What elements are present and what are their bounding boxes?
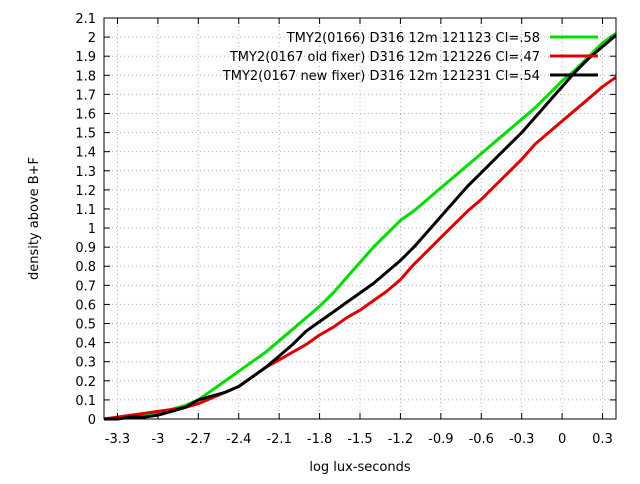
x-tick-label: -0.3 <box>509 432 534 447</box>
y-tick-label: 0.9 <box>75 241 96 256</box>
x-tick-label: 0 <box>558 432 566 447</box>
y-tick-label: 0 <box>88 413 96 428</box>
x-tick-label: -3 <box>151 432 164 447</box>
series-line-3 <box>104 34 617 421</box>
legend-label: TMY2(0167 old fixer) D316 12m 121226 CI=… <box>229 50 540 65</box>
y-tick-label: 0.8 <box>75 260 96 275</box>
y-tick-label: 0.5 <box>75 318 96 333</box>
x-tick-label: -1.2 <box>388 432 413 447</box>
y-tick-label: 1.6 <box>75 107 96 122</box>
x-tick-label: -2.1 <box>266 432 291 447</box>
x-axis-label: log lux-seconds <box>309 460 411 475</box>
y-tick-label: 0.1 <box>75 394 96 409</box>
x-tick-label: 0.3 <box>592 432 613 447</box>
y-tick-label: 0.2 <box>75 375 96 390</box>
legend-label: TMY2(0166) D316 12m 121123 CI=.58 <box>286 31 540 46</box>
x-tick-label: -3.3 <box>105 432 130 447</box>
y-tick-label: 1 <box>88 222 96 237</box>
y-tick-label: 0.6 <box>75 298 96 313</box>
y-tick-label: 1.7 <box>75 88 96 103</box>
series-layer <box>103 32 617 421</box>
y-tick-label: 2.1 <box>75 12 96 27</box>
x-tick-label: -1.5 <box>347 432 372 447</box>
y-tick-label: 0.4 <box>75 337 96 352</box>
x-tick-label: -0.9 <box>428 432 453 447</box>
x-tick-label: -2.4 <box>226 432 251 447</box>
y-tick-label: 1.3 <box>75 165 96 180</box>
y-tick-label: 0.7 <box>75 279 96 294</box>
series-line-2 <box>103 75 617 421</box>
x-tick-label: -0.6 <box>469 432 494 447</box>
y-tick-label: 1.1 <box>75 203 96 218</box>
y-tick-label: 1.2 <box>75 184 96 199</box>
x-tick-label: -2.7 <box>186 432 211 447</box>
y-axis-label: density above B+F <box>27 157 42 280</box>
legend-label: TMY2(0167 new fixer) D316 12m 121231 CI=… <box>222 69 540 84</box>
y-tick-label: 1.4 <box>75 146 96 161</box>
legend: TMY2(0166) D316 12m 121123 CI=.58 TMY2(01… <box>222 31 598 84</box>
y-tick-label: 1.5 <box>75 127 96 142</box>
ticks: 0 0.1 0.2 0.3 0.4 0.5 0.6 0.7 0.8 0.9 1 1.1 1.2 1.3 1.… <box>75 12 616 447</box>
x-tick-label: -1.8 <box>307 432 332 447</box>
y-tick-label: 1.8 <box>75 69 96 84</box>
y-tick-label: 0.3 <box>75 356 96 371</box>
y-tick-label: 2 <box>88 31 96 46</box>
y-tick-label: 1.9 <box>75 50 96 65</box>
